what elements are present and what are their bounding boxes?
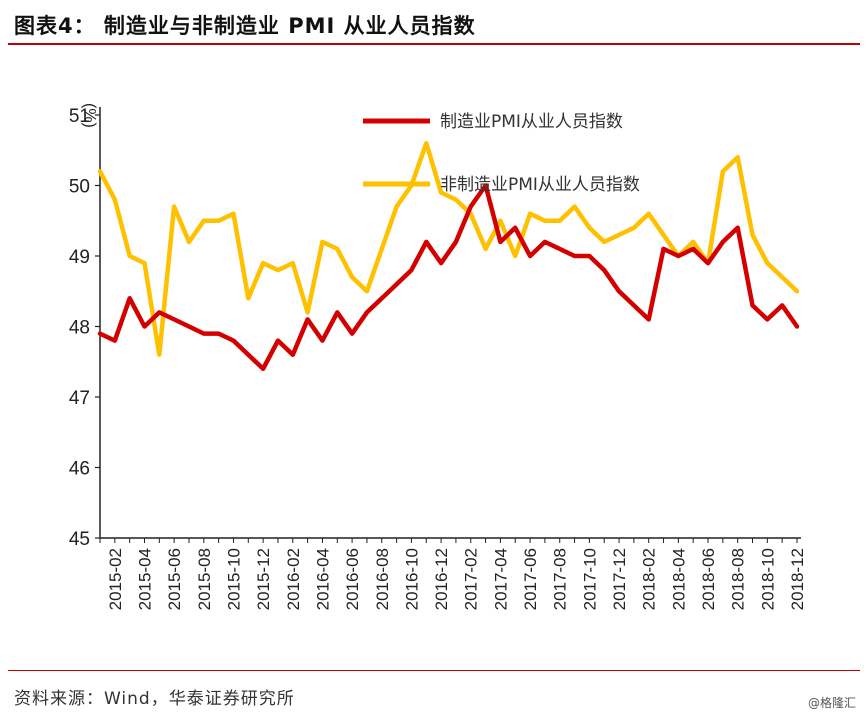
x-tick-label: 2017-02 — [462, 548, 481, 610]
chart-title: 图表4： 制造业与非制造业 PMI 从业人员指数 — [14, 14, 476, 38]
x-tick-label: 2015-08 — [195, 548, 214, 610]
x-tick-label: 2018-08 — [729, 548, 748, 610]
y-tick-label: 48 — [69, 318, 90, 339]
y-tick-label: 51 — [69, 106, 90, 127]
x-tick-label: 2018-04 — [669, 548, 688, 610]
x-tick-label: 2016-04 — [313, 548, 332, 610]
x-tick-label: 2017-12 — [610, 548, 629, 610]
x-tick-label: 2016-08 — [373, 548, 392, 610]
x-tick-label: 2018-10 — [758, 548, 777, 610]
x-tick-label: 2017-10 — [580, 548, 599, 610]
y-tick-label: 47 — [69, 388, 90, 409]
x-tick-label: 2018-06 — [699, 548, 718, 610]
x-tick-label: 2017-06 — [521, 548, 540, 610]
legend-label-manufacturing: 制造业PMI从业人员指数 — [440, 112, 623, 132]
x-tick-label: 2018-02 — [640, 548, 659, 610]
x-tick-label: 2015-04 — [135, 548, 154, 610]
x-tick-label: 2015-06 — [165, 548, 184, 610]
title-divider — [8, 43, 860, 45]
footer-divider — [8, 670, 860, 671]
y-unit-label: (%) — [81, 103, 98, 128]
x-tick-label: 2018-12 — [788, 548, 807, 610]
x-tick-label: 2017-08 — [551, 548, 570, 610]
x-tick-label: 2016-06 — [343, 548, 362, 610]
y-tick-label: 49 — [69, 247, 90, 268]
source-note: 资料来源：Wind，华泰证券研究所 — [14, 689, 295, 709]
x-tick-label: 2016-02 — [284, 548, 303, 610]
x-tick-label: 2016-10 — [402, 548, 421, 610]
x-tick-label: 2015-12 — [254, 548, 273, 610]
x-tick-label: 2016-12 — [432, 548, 451, 610]
x-tick-label: 2015-02 — [106, 548, 125, 610]
y-tick-label: 45 — [69, 529, 90, 550]
y-tick-label: 50 — [69, 177, 90, 198]
legend-label-non-manufacturing: 非制造业PMI从业人员指数 — [440, 175, 640, 195]
x-tick-label: 2015-10 — [224, 548, 243, 610]
manufacturing-line — [97, 183, 800, 372]
x-tick-label: 2017-04 — [491, 548, 510, 610]
y-tick-label: 46 — [69, 459, 90, 480]
watermark: @格隆汇 — [807, 696, 856, 710]
pmi-employment-chart: 45 46 47 48 49 50 51(%) 2015-02 2015-04 2015-06 20… — [69, 103, 807, 610]
